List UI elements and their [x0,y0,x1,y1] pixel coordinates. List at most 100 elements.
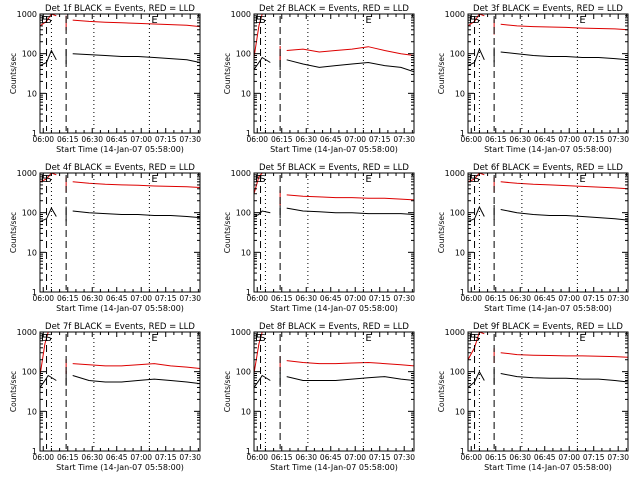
x-tick-label: 06:45 [534,135,556,144]
y-tick-label: 10 [241,89,251,98]
x-axis-label: Start Time (14-Jan-07 05:58:00) [270,145,398,154]
y-tick-label: 1 [32,447,37,456]
lld-series-line-seg2 [72,181,200,188]
y-axis-label: Counts/sec [223,371,232,412]
x-axis-label: Start Time (14-Jan-07 05:58:00) [484,463,612,472]
y-axis-label: Counts/sec [223,53,232,94]
x-tick-label: 06:30 [81,294,103,303]
x-tick-label: 07:30 [607,453,629,462]
lld-series-line-seg2 [286,360,414,367]
x-axis-label: Start Time (14-Jan-07 05:58:00) [484,304,612,313]
x-axis-label: Start Time (14-Jan-07 05:58:00) [484,145,612,154]
y-tick-label: 1 [246,129,251,138]
x-tick-label: 06:15 [57,135,79,144]
y-tick-label: 1000 [231,169,251,178]
marker-label-e-end: E [365,174,371,185]
y-tick-label: 10 [241,407,251,416]
x-tick-label: 06:45 [534,453,556,462]
x-tick-label: 07:15 [583,135,605,144]
panel-title: Det 2f BLACK = Events, RED = LLD [259,4,409,14]
panel-title: Det 4f BLACK = Events, RED = LLD [45,163,195,173]
x-tick-label: 07:00 [344,453,366,462]
panel-title: Det 6f BLACK = Events, RED = LLD [473,163,623,173]
plot-frame [467,13,629,134]
events-series-line-seg1 [468,205,485,222]
x-axis-label: Start Time (14-Jan-07 05:58:00) [56,145,184,154]
x-tick-label: 07:30 [179,453,201,462]
y-tick-label: 100 [22,209,37,218]
x-tick-label: 07:30 [393,453,415,462]
x-tick-label: 07:30 [179,135,201,144]
marker-label-e-start: E [255,15,261,26]
y-tick-label: 10 [455,407,465,416]
y-tick-label: 1 [460,288,465,297]
events-series-line-seg2 [286,59,414,73]
marker-label-s: S [259,174,265,185]
x-tick-label: 07:15 [369,294,391,303]
x-tick-label: 07:30 [179,294,201,303]
x-tick-label: 07:00 [344,294,366,303]
x-tick-label: 06:00 [32,135,54,144]
plot-frame [253,13,415,134]
x-axis-label: Start Time (14-Jan-07 05:58:00) [270,463,398,472]
x-tick-label: 06:30 [81,135,103,144]
x-tick-label: 06:45 [320,135,342,144]
x-tick-label: 06:00 [32,453,54,462]
events-series-line-seg1 [468,47,485,67]
marker-label-e-end: E [365,15,371,26]
lld-series-line-seg1 [468,173,485,183]
lld-series-line-seg1 [468,14,485,27]
plot-frame [39,13,201,134]
x-tick-label: 07:15 [155,135,177,144]
y-tick-label: 10 [27,89,37,98]
events-series-line-seg2 [286,376,414,381]
marker-label-e-start: E [469,15,475,26]
x-tick-label: 07:00 [130,453,152,462]
marker-label-s: S [473,15,479,26]
events-series-line-seg1 [468,370,485,388]
y-tick-label: 100 [236,209,251,218]
events-series-line-seg2 [500,373,628,383]
x-tick-label: 06:45 [106,135,128,144]
x-tick-label: 06:15 [271,453,293,462]
marker-label-s: S [259,15,265,26]
x-tick-label: 07:00 [344,135,366,144]
lld-series-line-seg1 [40,173,57,183]
marker-label-s: S [259,333,265,344]
marker-label-s: S [45,333,51,344]
x-tick-label: 06:15 [271,135,293,144]
y-tick-label: 10 [455,89,465,98]
marker-label-e-end: E [151,333,157,344]
marker-label-e-end: E [579,174,585,185]
x-tick-label: 06:00 [32,294,54,303]
plot-frame [39,172,201,293]
lld-series-line-seg2 [72,19,200,28]
y-tick-label: 1 [460,129,465,138]
y-tick-label: 1000 [17,169,37,178]
marker-label-e-start: E [255,174,261,185]
events-series-line-seg1 [40,49,57,67]
y-tick-label: 1000 [17,328,37,337]
plot-frame [253,172,415,293]
marker-label-e-start: E [469,174,475,185]
lld-series-line-seg2 [500,23,628,31]
x-tick-label: 06:30 [509,294,531,303]
y-axis-label: Counts/sec [437,371,446,412]
marker-label-e-end: E [579,333,585,344]
y-tick-label: 1000 [445,169,465,178]
y-tick-label: 1000 [445,328,465,337]
x-axis-label: Start Time (14-Jan-07 05:58:00) [270,304,398,313]
marker-label-e-start: E [255,333,261,344]
marker-label-e-end: E [151,15,157,26]
x-tick-label: 06:15 [485,453,507,462]
x-tick-label: 07:30 [393,294,415,303]
events-series-line-seg1 [40,374,57,388]
panel-title: Det 3f BLACK = Events, RED = LLD [473,4,623,14]
panel-title: Det 9f BLACK = Events, RED = LLD [473,322,623,332]
